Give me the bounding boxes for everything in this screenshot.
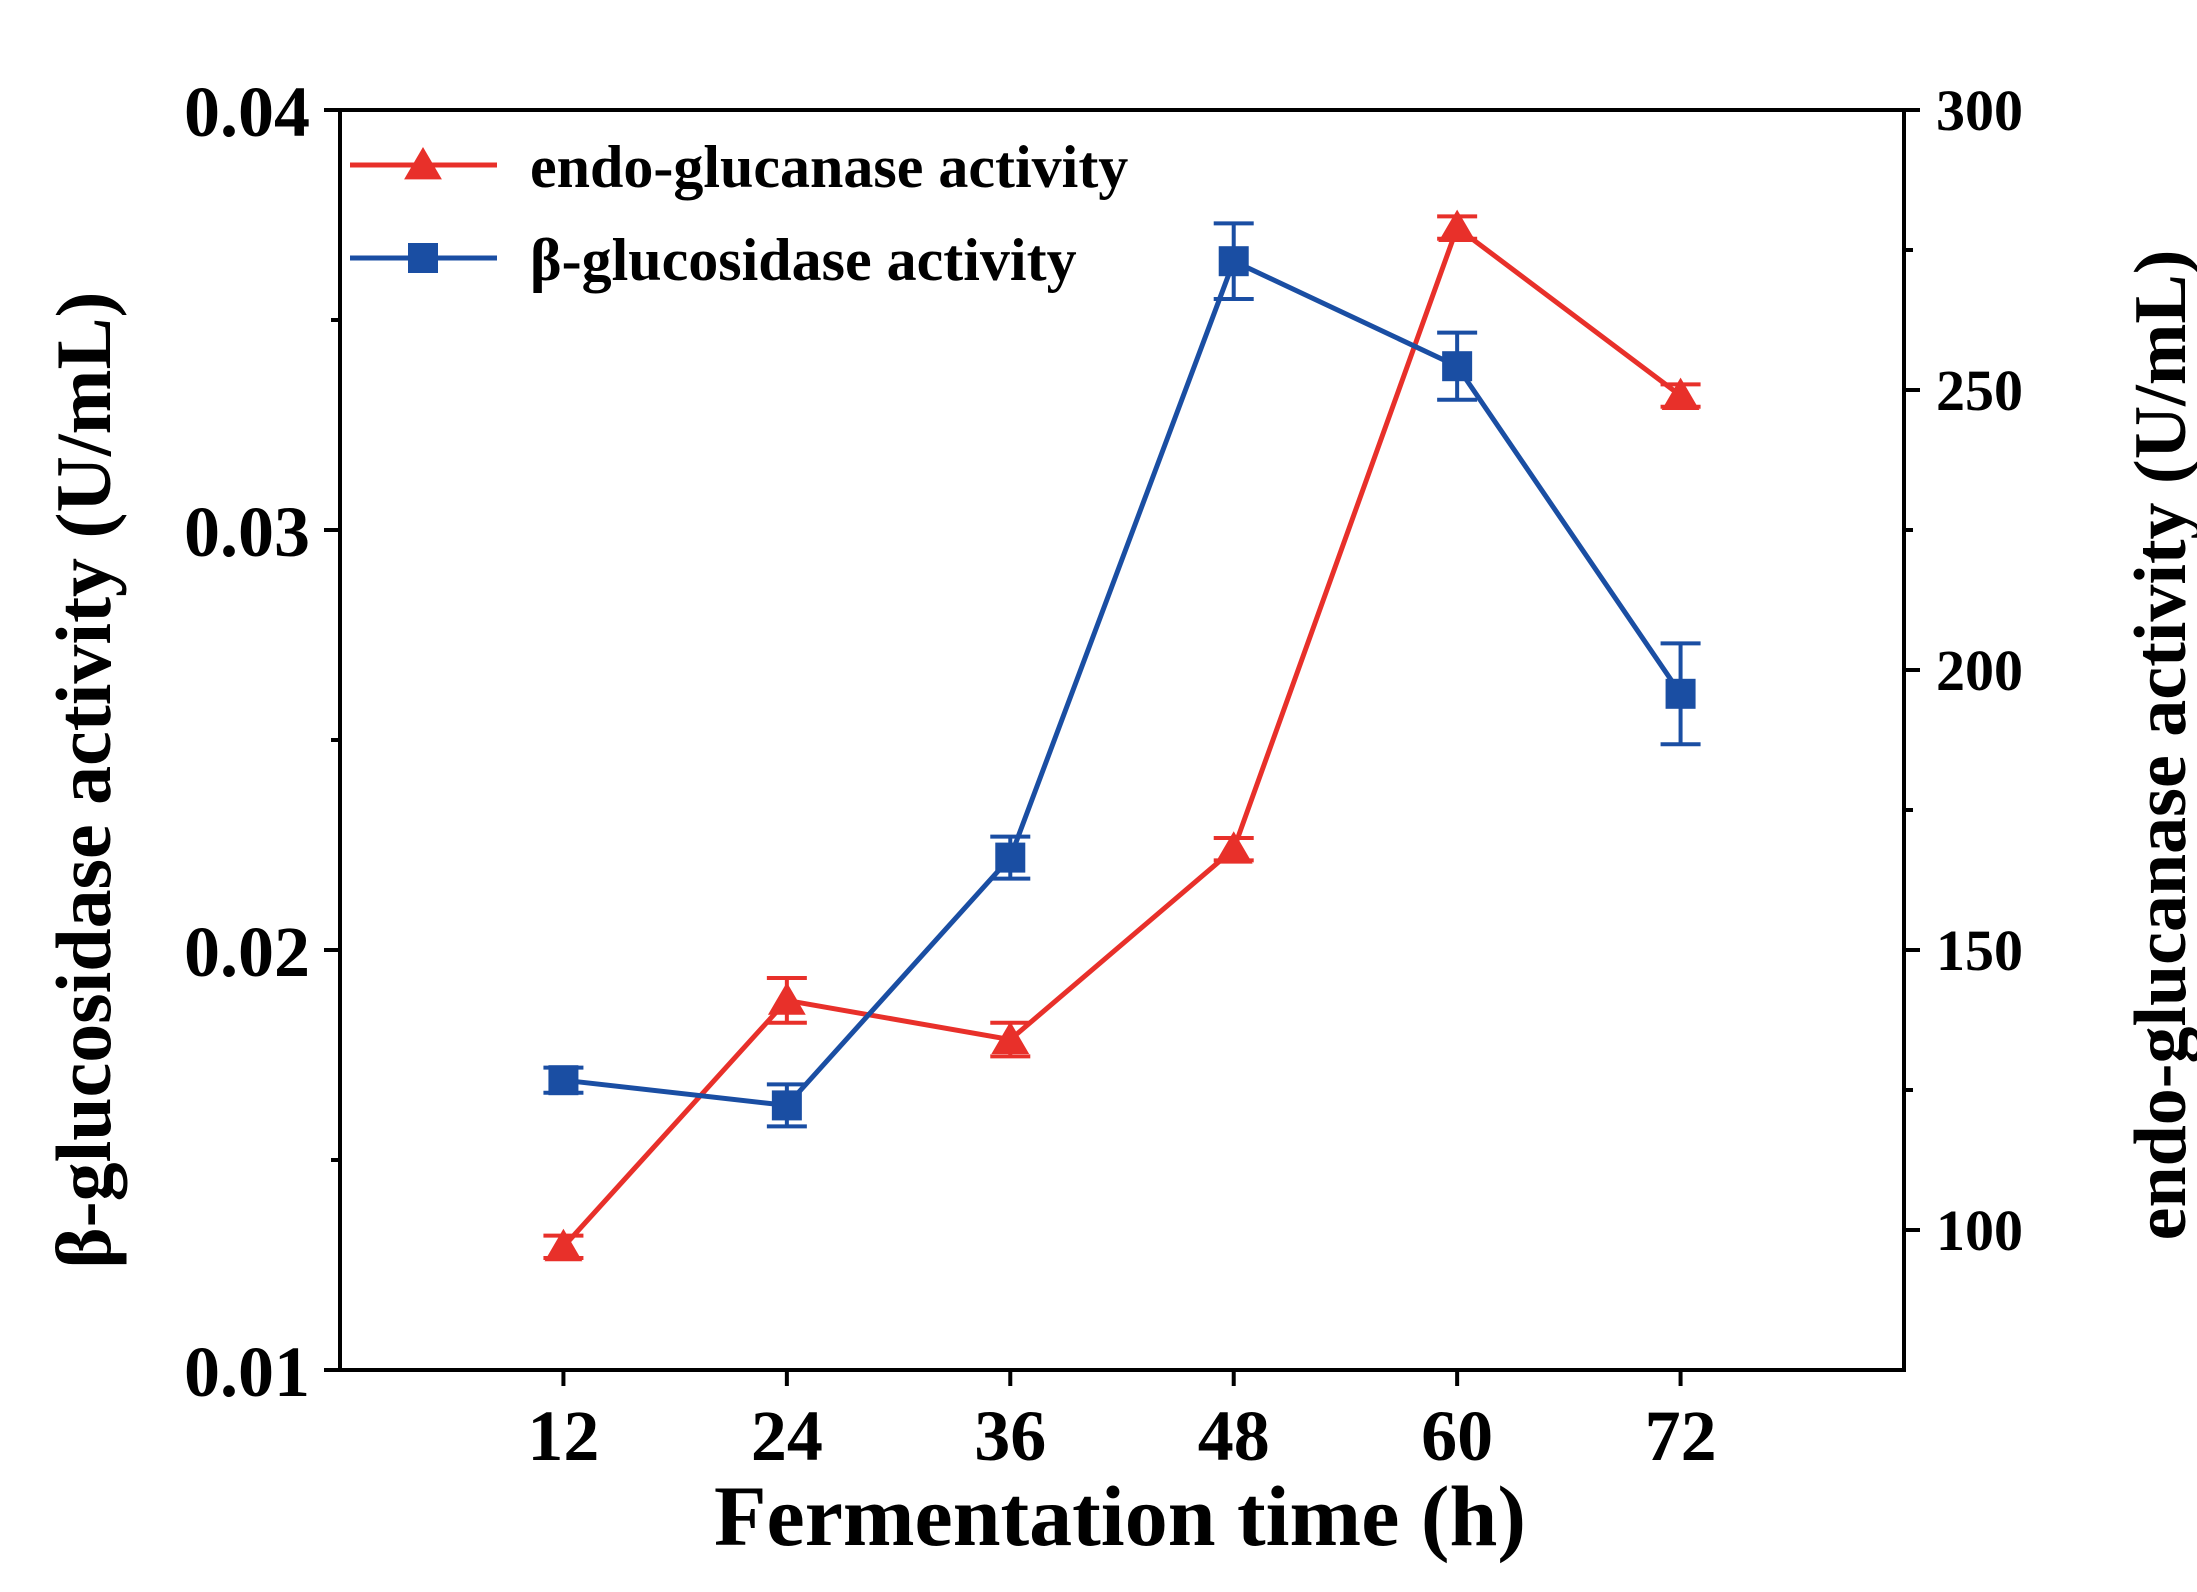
endo-glucanase-series [543, 209, 1701, 1262]
beta-glucosidase-point [1665, 678, 1696, 709]
right-y-tick-label: 150 [1936, 918, 2023, 983]
x-axis-title: Fermentation time (h) [714, 1468, 1526, 1564]
legend-label: endo-glucanase activity [530, 134, 1128, 200]
beta-glucosidase-line [563, 257, 1683, 1109]
axes-layer: 0.01 0.02 0.03 0.04 100 150 200 250 300 12 24 36 48 6… [184, 72, 2023, 1476]
beta-glucosidase-point [1442, 351, 1473, 382]
endo-glucanase-point [991, 1021, 1030, 1054]
left-y-tick-label: 0.01 [184, 1332, 310, 1412]
endo-glucanase-line [561, 223, 1683, 1249]
plot-frame [338, 108, 1906, 1372]
endo-glucanase-point [1438, 209, 1477, 242]
endo-glucanase-point [1214, 831, 1253, 864]
beta-glucosidase-point [995, 842, 1026, 873]
right-y-tick-label: 200 [1936, 638, 2023, 703]
x-tick-label: 36 [974, 1396, 1046, 1476]
x-tick-label: 12 [527, 1396, 599, 1476]
left-y-tick-label: 0.03 [184, 492, 310, 572]
right-y-tick-label: 250 [1936, 358, 2023, 423]
right-y-tick-label: 100 [1936, 1198, 2023, 1263]
legend: endo-glucanase activity β-glucosidase act… [350, 134, 1128, 293]
axis-titles: Fermentation time (h) β-glucosidase acti… [40, 250, 2197, 1564]
right-y-tick-label: 300 [1936, 78, 2023, 143]
legend-label: β-glucosidase activity [530, 227, 1077, 293]
beta-glucosidase-point [548, 1065, 579, 1096]
x-tick-label: 72 [1645, 1396, 1717, 1476]
left-y-axis-title: β-glucosidase activity (U/mL) [40, 292, 127, 1269]
endo-glucanase-point [767, 982, 806, 1015]
x-tick-label: 24 [751, 1396, 823, 1476]
beta-glucosidase-point [771, 1090, 802, 1121]
legend-item-endo-glucanase: endo-glucanase activity [350, 134, 1128, 200]
legend-item-beta-glucosidase: β-glucosidase activity [350, 227, 1077, 293]
right-y-axis-title: endo-glucanase activity (U/mL) [2120, 250, 2197, 1241]
legend-marker-triangle [404, 147, 442, 180]
x-tick-label: 48 [1198, 1396, 1270, 1476]
beta-glucosidase-point [1218, 246, 1249, 277]
series-layer [543, 209, 1701, 1262]
left-y-tick-label: 0.04 [184, 72, 310, 152]
left-y-tick-label: 0.02 [184, 912, 310, 992]
x-tick-label: 60 [1421, 1396, 1493, 1476]
endo-glucanase-point [1661, 377, 1700, 410]
legend-marker-square [408, 243, 438, 273]
beta-glucosidase-series [543, 221, 1701, 1129]
endo-glucanase-point [544, 1228, 583, 1262]
